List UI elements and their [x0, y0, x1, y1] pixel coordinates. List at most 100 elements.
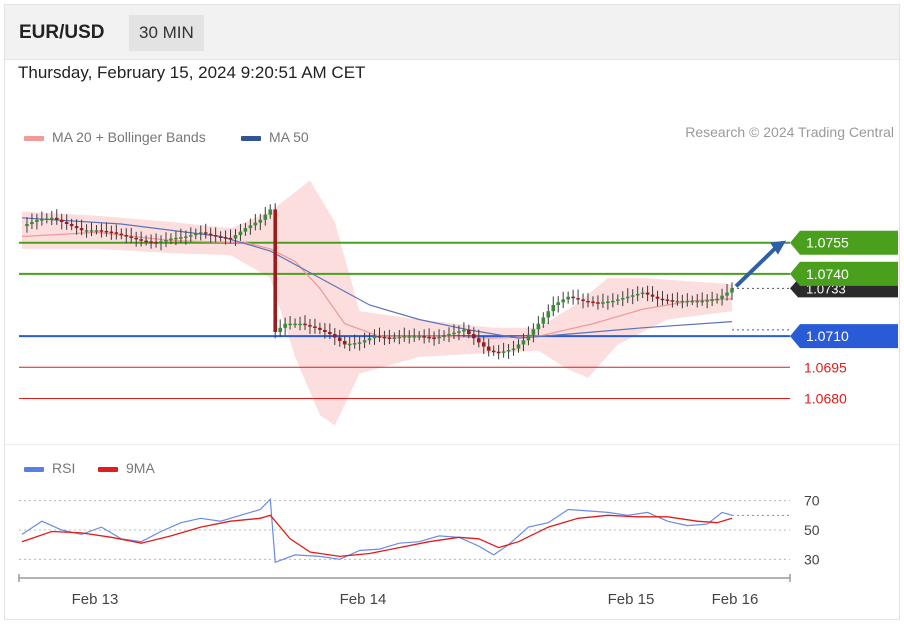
candle-body: [134, 237, 138, 240]
candle-body: [486, 346, 491, 351]
level-tag-1.0755: [790, 230, 898, 255]
ma20-line: [21, 231, 733, 339]
candle-body: [561, 299, 565, 303]
candle-body: [283, 323, 287, 328]
candle-body: [184, 236, 188, 238]
candle-body: [94, 230, 99, 232]
candle-body: [288, 323, 292, 326]
legend-rsi: RSI: [24, 460, 75, 476]
candle-body: [268, 209, 273, 215]
candle-body: [432, 337, 436, 340]
candle-body: [630, 295, 635, 297]
candle-body: [611, 300, 615, 303]
candle-body: [332, 334, 337, 338]
candle-body: [462, 329, 466, 332]
candle-body: [700, 300, 705, 303]
candle-body: [313, 326, 317, 328]
candle-body: [367, 338, 372, 341]
candle-body: [74, 226, 79, 229]
candle-body: [501, 351, 506, 353]
candle-body: [303, 323, 307, 326]
chart-header: EUR/USD 30 MIN: [5, 5, 899, 60]
candle-body: [347, 343, 352, 346]
candle-body: [705, 300, 709, 302]
candle-body: [174, 237, 178, 240]
candle-body: [382, 336, 387, 339]
candle-body: [89, 230, 94, 232]
candle-body: [625, 296, 630, 299]
candle-body: [496, 351, 501, 354]
symbol-label: EUR/USD: [19, 22, 105, 43]
bollinger-band: [22, 180, 732, 426]
candle-body: [725, 292, 729, 296]
candle-body: [591, 301, 595, 304]
candle-body: [645, 292, 650, 295]
candle-body: [437, 336, 441, 339]
candle-body: [69, 224, 74, 227]
candle-body: [273, 209, 278, 332]
projection-arrow-head: [770, 240, 786, 255]
legend-rsi-label: RSI: [52, 460, 76, 476]
timeframe-button[interactable]: 30 MIN: [129, 15, 204, 51]
candle-body: [328, 332, 332, 335]
legend-ma50-label: MA 50: [269, 129, 309, 145]
candle-body: [506, 350, 511, 352]
candle-body: [601, 302, 605, 304]
candle-body: [208, 233, 213, 236]
candle-body: [536, 323, 541, 330]
level-label-1.0695: 1.0695: [804, 359, 847, 375]
candle-body: [581, 299, 585, 301]
candle-body: [139, 239, 143, 241]
rsi-9ma-line: [21, 514, 733, 558]
candle-body: [40, 219, 44, 221]
candle-body: [278, 327, 282, 332]
candle-body: [114, 232, 119, 234]
candle-body: [476, 338, 481, 343]
candle-body: [377, 336, 382, 338]
candle-body: [452, 332, 456, 335]
candle-body: [586, 300, 590, 303]
level-label-1.0755: 1.0755: [806, 235, 849, 251]
candle-body: [541, 317, 546, 324]
level-label-1.0710: 1.0710: [806, 328, 849, 344]
candle-body: [670, 300, 675, 302]
candle-body: [198, 232, 203, 234]
candle-body: [730, 288, 734, 293]
x-label-Feb-15: Feb 15: [608, 591, 655, 608]
rsi-line: [21, 497, 733, 564]
candle-body: [422, 336, 426, 338]
candle-body: [59, 219, 64, 222]
level-label-overlay: 1.0740: [806, 266, 849, 282]
candle-body: [104, 230, 109, 233]
level-tag-overlay: [790, 261, 898, 286]
candle-body: [655, 296, 660, 299]
candle-body: [472, 334, 476, 339]
candle-body: [447, 334, 451, 336]
candle-body: [233, 235, 238, 239]
candle-body: [84, 230, 89, 232]
chart-datetime: Thursday, February 15, 2024 9:20:51 AM C…: [18, 63, 366, 82]
candle-body: [715, 298, 719, 301]
candle-body: [372, 336, 377, 339]
candle-body: [45, 218, 49, 220]
x-label-Feb-13: Feb 13: [72, 591, 119, 608]
candle-body: [571, 296, 575, 299]
legend-rsi-swatch: [24, 466, 44, 472]
candle-body: [203, 232, 208, 234]
ma50-line: [21, 217, 733, 339]
candle-body: [253, 222, 258, 226]
candle-body: [189, 235, 193, 237]
candle-body: [467, 329, 471, 335]
legend-ma50-swatch: [241, 135, 261, 141]
x-label-Feb-14: Feb 14: [340, 591, 387, 608]
legend-ma20: MA 20 + Bollinger Bands: [24, 129, 206, 145]
candle-body: [109, 231, 114, 234]
chart-frame: EUR/USD 30 MIN: [4, 4, 900, 620]
candle-body: [293, 323, 297, 326]
candle-body: [491, 350, 496, 353]
candle-body: [64, 221, 69, 224]
candle-body: [660, 298, 665, 301]
candle-body: [457, 331, 461, 333]
rsi-level-label-70: 70: [804, 493, 820, 509]
